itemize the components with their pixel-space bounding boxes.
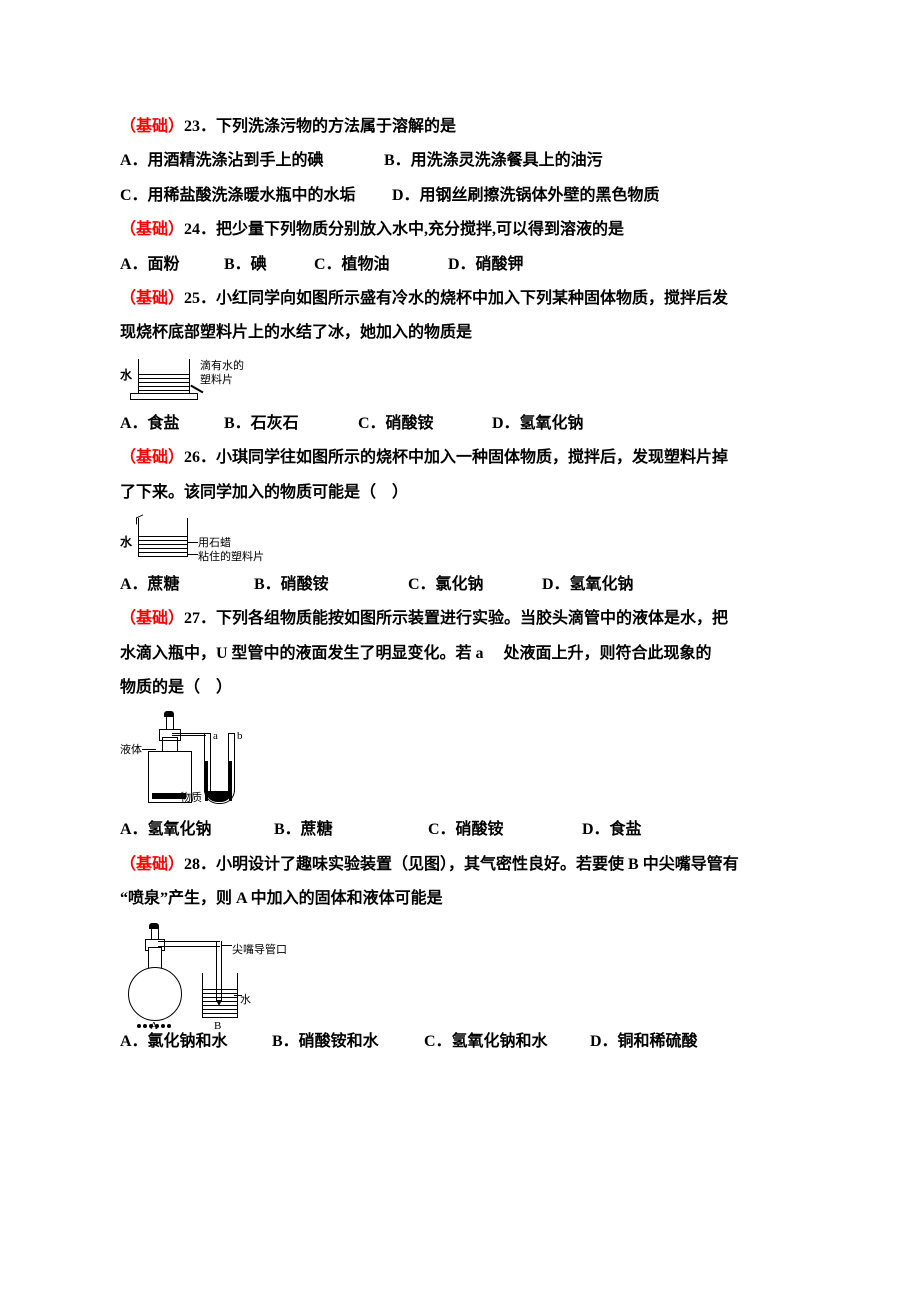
- q24-text: 把少量下列物质分别放入水中,充分搅拌,可以得到溶液的是: [216, 221, 624, 238]
- q27-A: A．氢氧化钠: [120, 813, 270, 847]
- document-page: （基础）23．下列洗涤污物的方法属于溶解的是 A．用酒精洗涤沾到手上的碘 B．用…: [0, 0, 920, 1149]
- q27-text1: 下列各组物质能按如图所示装置进行实验。当胶头滴管中的液体是水，把: [216, 610, 728, 627]
- q26-diagram: 水 用石蜡 粘住的塑料片: [120, 514, 330, 566]
- q26-D: D．氢氧化钠: [542, 568, 634, 602]
- q25-number: 25．: [184, 290, 216, 307]
- q28-number: 28．: [184, 856, 216, 873]
- q26-B: B．硝酸铵: [254, 568, 404, 602]
- q23-text: 下列洗涤污物的方法属于溶解的是: [216, 118, 456, 135]
- q24-D: D．硝酸钾: [448, 248, 524, 282]
- q27-tag: （基础）: [120, 610, 184, 627]
- q28-tip-label: 尖嘴导管口: [232, 939, 287, 963]
- q23-stem: （基础）23．下列洗涤污物的方法属于溶解的是: [120, 110, 800, 144]
- q28-label-A: A: [150, 1015, 158, 1039]
- q27-D: D．食盐: [582, 813, 642, 847]
- q25-text1: 小红同学向如图所示盛有冷水的烧杯中加入下列某种固体物质，搅拌后发: [216, 290, 728, 307]
- beaker-icon: [202, 973, 238, 1018]
- q26-stem-2: 了下来。该同学加入的物质可能是（ ）: [120, 476, 800, 510]
- q28-tag: （基础）: [120, 856, 184, 873]
- q26-text1: 小琪同学往如图所示的烧杯中加入一种固体物质，搅拌后，发现塑料片掉: [216, 449, 728, 466]
- q25-tag: （基础）: [120, 290, 184, 307]
- q28-water-label: 水: [240, 989, 251, 1013]
- beaker-icon: [138, 518, 188, 557]
- q25-D: D．氢氧化钠: [492, 407, 584, 441]
- q26-options: A．蔗糖 B．硝酸铵 C．氯化钠 D．氢氧化钠: [120, 568, 800, 602]
- q24-number: 24．: [184, 221, 216, 238]
- q28-C: C．氢氧化钠和水: [424, 1025, 586, 1059]
- q26-stem-1: （基础）26．小琪同学往如图所示的烧杯中加入一种固体物质，搅拌后，发现塑料片掉: [120, 441, 800, 475]
- q23-tag: （基础）: [120, 118, 184, 135]
- q25-water-label: 水: [120, 369, 132, 381]
- q23-B: B．用洗涤灵洗涤餐具上的油污: [384, 144, 603, 178]
- q27-matter-label: 物质: [180, 793, 202, 804]
- q27-diagram: 液体 物质 a b: [120, 711, 280, 811]
- q27-B: B．蔗糖: [274, 813, 424, 847]
- q24-B: B．碘: [224, 248, 310, 282]
- q27-options: A．氢氧化钠 B．蔗糖 C．硝酸铵 D．食盐: [120, 813, 800, 847]
- q28-diagram: A B 水 尖嘴导管口: [120, 923, 320, 1023]
- q26-number: 26．: [184, 449, 216, 466]
- q25-stem-2: 现烧杯底部塑料片上的水结了冰，她加入的物质是: [120, 316, 800, 350]
- q28-text1: 小明设计了趣味实验装置（见图），其气密性良好。若要使 B 中尖嘴导管有: [216, 856, 739, 873]
- q27-stem-2: 水滴入瓶中，U 型管中的液面发生了明显变化。若 a 处液面上升，则符合此现象的: [120, 637, 800, 671]
- q25-C: C．硝酸铵: [358, 407, 488, 441]
- q28-A: A．氯化钠和水: [120, 1025, 268, 1059]
- q23-A: A．用酒精洗涤沾到手上的碘: [120, 144, 380, 178]
- q28-stem-1: （基础）28．小明设计了趣味实验装置（见图），其气密性良好。若要使 B 中尖嘴导…: [120, 848, 800, 882]
- q26-water-label: 水: [120, 536, 132, 548]
- q24-stem: （基础）24．把少量下列物质分别放入水中,充分搅拌,可以得到溶液的是: [120, 213, 800, 247]
- q26-A: A．蔗糖: [120, 568, 250, 602]
- q28-options: A．氯化钠和水 B．硝酸铵和水 C．氢氧化钠和水 D．铜和稀硫酸: [120, 1025, 800, 1059]
- q24-tag: （基础）: [120, 221, 184, 238]
- q28-stem-2: “喷泉”产生，则 A 中加入的固体和液体可能是: [120, 882, 800, 916]
- q23-number: 23．: [184, 118, 216, 135]
- q28-label-B: B: [214, 1015, 221, 1039]
- q27-a-label: a: [213, 731, 218, 742]
- q26-note: 用石蜡 粘住的塑料片: [198, 536, 264, 565]
- q26-C: C．氯化钠: [408, 568, 538, 602]
- q28-B: B．硝酸铵和水: [272, 1025, 420, 1059]
- q27-b-label: b: [237, 731, 243, 742]
- q25-A: A．食盐: [120, 407, 220, 441]
- q24-options: A．面粉 B．碘 C．植物油 D．硝酸钾: [120, 248, 800, 282]
- q27-C: C．硝酸铵: [428, 813, 578, 847]
- q28-D: D．铜和稀硫酸: [590, 1025, 698, 1059]
- plate-icon: [130, 393, 198, 400]
- q24-C: C．植物油: [314, 248, 444, 282]
- q23-options-2: C．用稀盐酸洗涤暖水瓶中的水垢 D．用钢丝刷擦洗锅体外壁的黑色物质: [120, 179, 800, 213]
- q23-D: D．用钢丝刷擦洗锅体外壁的黑色物质: [392, 179, 660, 213]
- q25-options: A．食盐 B．石灰石 C．硝酸铵 D．氢氧化钠: [120, 407, 800, 441]
- q26-tag: （基础）: [120, 449, 184, 466]
- q25-note-1: 滴有水的: [200, 360, 244, 372]
- q26-note-2: 粘住的塑料片: [198, 551, 264, 563]
- q23-options-1: A．用酒精洗涤沾到手上的碘 B．用洗涤灵洗涤餐具上的油污: [120, 144, 800, 178]
- q23-C: C．用稀盐酸洗涤暖水瓶中的水垢: [120, 179, 388, 213]
- q27-stem-1: （基础）27．下列各组物质能按如图所示装置进行实验。当胶头滴管中的液体是水，把: [120, 602, 800, 636]
- q25-B: B．石灰石: [224, 407, 354, 441]
- beaker-icon: [138, 359, 190, 394]
- q27-stem-3: 物质的是（ ）: [120, 671, 800, 705]
- q25-stem-1: （基础）25．小红同学向如图所示盛有冷水的烧杯中加入下列某种固体物质，搅拌后发: [120, 282, 800, 316]
- q24-A: A．面粉: [120, 248, 220, 282]
- solids-icon: [136, 1007, 172, 1015]
- q25-note-2: 塑料片: [200, 374, 233, 386]
- q25-note: 滴有水的 塑料片: [200, 359, 244, 388]
- q27-liquid-label: 液体: [120, 745, 142, 756]
- q27-number: 27．: [184, 610, 216, 627]
- q26-note-1: 用石蜡: [198, 537, 231, 549]
- q25-diagram: 水 滴有水的 塑料片: [120, 355, 300, 405]
